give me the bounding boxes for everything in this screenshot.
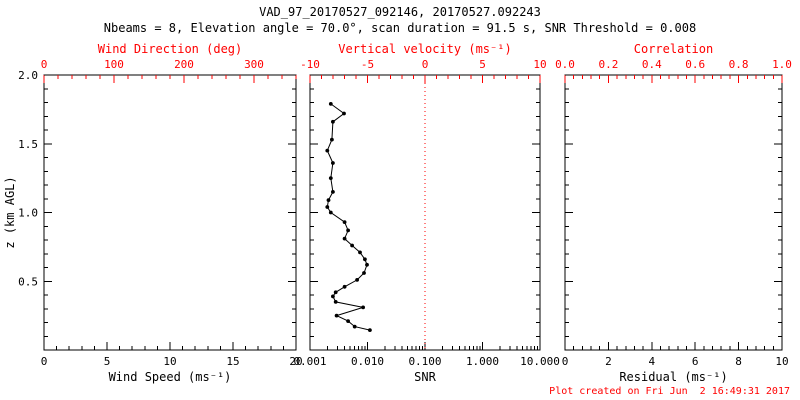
top-tick-label: 0.8 xyxy=(729,58,749,71)
plot-subtitle: Nbeams = 8, Elevation angle = 70.0°, sca… xyxy=(103,21,697,35)
bottom-tick-label: 15 xyxy=(226,355,239,368)
series-point xyxy=(331,161,335,165)
bottom-tick-label: 0.100 xyxy=(408,355,441,368)
panel-frame-snr xyxy=(309,74,541,351)
top-tick-label: 0.4 xyxy=(642,58,662,71)
series-point xyxy=(330,137,334,142)
series-point xyxy=(346,228,350,233)
bottom-axis-title: SNR xyxy=(414,370,436,384)
series-point xyxy=(331,294,335,299)
series-point xyxy=(342,220,347,225)
panel-frame-residual-correlation xyxy=(564,74,783,351)
y-axis-title: z (km AGL) xyxy=(3,176,17,248)
bottom-tick-label: 0 xyxy=(562,355,569,368)
series-point xyxy=(355,278,359,282)
series-point xyxy=(342,284,347,289)
series-point xyxy=(346,319,350,323)
series-point xyxy=(365,262,369,267)
series-point xyxy=(342,111,346,116)
series-point xyxy=(368,328,372,332)
y-tick-label: 0.5 xyxy=(18,275,38,288)
series-point xyxy=(362,271,366,275)
series-point xyxy=(331,119,335,124)
series-point xyxy=(333,290,338,295)
bottom-tick-label: 0 xyxy=(41,355,48,368)
top-tick-label: 0 xyxy=(41,58,48,71)
series-point xyxy=(363,257,367,262)
series-point xyxy=(326,198,331,203)
top-axis-title: Correlation xyxy=(634,42,713,56)
series-point xyxy=(331,190,335,194)
top-tick-label: 300 xyxy=(244,58,264,71)
series-point xyxy=(328,176,333,181)
top-tick-label: 0.0 xyxy=(555,58,575,71)
top-tick-label: 1.0 xyxy=(772,58,792,71)
y-tick-label: 1.5 xyxy=(18,138,38,151)
bottom-tick-label: 4 xyxy=(648,355,655,368)
series-point xyxy=(325,148,330,153)
top-axis-title: Wind Direction (deg) xyxy=(98,42,243,56)
plot-created-timestamp: Plot created on Fri Jun 2 16:49:31 2017 xyxy=(549,386,790,397)
bottom-tick-label: 0.001 xyxy=(293,355,326,368)
panel-frame-wind-speed-direction xyxy=(43,74,297,351)
top-axis-title: Vertical velocity (ms⁻¹) xyxy=(338,42,511,56)
bottom-tick-label: 6 xyxy=(692,355,699,368)
y-tick-label: 2.0 xyxy=(18,69,38,82)
top-tick-label: 100 xyxy=(104,58,124,71)
plot-title: VAD_97_20170527_092146, 20170527.092243 xyxy=(259,5,541,19)
y-tick-label: 1.0 xyxy=(18,207,38,220)
series-point xyxy=(358,250,362,255)
bottom-axis-title: Wind Speed (ms⁻¹) xyxy=(109,370,232,384)
series-point xyxy=(328,210,333,215)
bottom-tick-label: 20 xyxy=(289,355,302,368)
series-point xyxy=(342,236,347,241)
series-point xyxy=(334,313,339,318)
top-tick-label: 0.6 xyxy=(685,58,705,71)
bottom-tick-label: 10 xyxy=(163,355,176,368)
top-tick-label: 5 xyxy=(479,58,486,71)
top-tick-label: 10 xyxy=(533,58,546,71)
bottom-tick-label: 10.000 xyxy=(520,355,560,368)
bottom-tick-label: 8 xyxy=(735,355,742,368)
series-point xyxy=(361,305,365,310)
bottom-tick-label: 0.010 xyxy=(351,355,384,368)
top-tick-label: 200 xyxy=(174,58,194,71)
bottom-tick-label: 2 xyxy=(605,355,612,368)
series-point xyxy=(352,324,357,329)
series-point xyxy=(325,205,330,209)
top-tick-label: -10 xyxy=(300,58,320,71)
top-tick-label: 0 xyxy=(422,58,429,71)
series-point xyxy=(333,300,338,304)
bottom-tick-label: 5 xyxy=(104,355,111,368)
bottom-tick-label: 10 xyxy=(775,355,788,368)
series-point xyxy=(328,102,333,106)
top-tick-label: 0.2 xyxy=(598,58,618,71)
top-tick-label: -5 xyxy=(361,58,374,71)
bottom-tick-label: 1.000 xyxy=(466,355,499,368)
bottom-axis-title: Residual (ms⁻¹) xyxy=(619,370,727,384)
series-point xyxy=(350,243,354,248)
